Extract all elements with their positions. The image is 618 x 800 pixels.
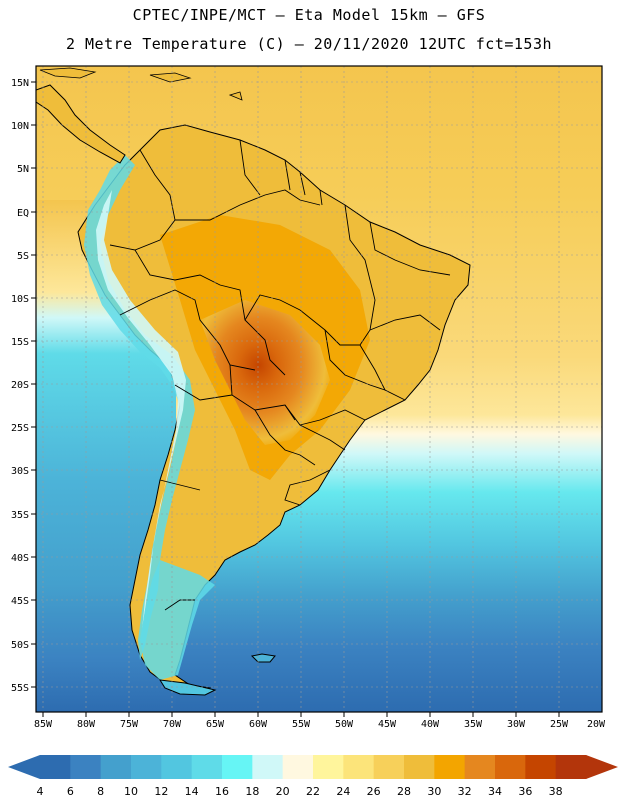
lat-label: 50S [11, 640, 29, 651]
lon-label: 55W [292, 719, 311, 730]
lon-label: 20W [587, 719, 606, 730]
lat-label: 35S [11, 510, 29, 521]
chart-subtitle: 2 Metre Temperature (C) – 20/11/2020 12U… [65, 35, 553, 53]
chart-title: CPTEC/INPE/MCT – Eta Model 15km – GFS [132, 6, 486, 24]
colorbar-cell [40, 755, 71, 779]
lon-label: 70W [163, 719, 182, 730]
colorbar-cell [373, 755, 405, 779]
colorbar-label: 6 [67, 785, 74, 798]
lon-label: 45W [378, 719, 397, 730]
colorbar-label: 24 [336, 785, 350, 798]
lat-label: 40S [11, 553, 29, 564]
colorbar-cell [100, 755, 132, 779]
colorbar-high-arrow [586, 755, 618, 779]
andes-cold-ridge [84, 155, 195, 660]
lon-label: 40W [421, 719, 440, 730]
colorbar-label: 22 [306, 785, 320, 798]
lon-label: 65W [206, 719, 225, 730]
colorbar-label: 14 [185, 785, 199, 798]
colorbar-label: 4 [37, 785, 44, 798]
colorbar-label: 30 [427, 785, 441, 798]
colorbar-cell [222, 755, 253, 779]
lon-labels: 85W 80W 75W 70W 65W 60W 55W 50W 45W 40W … [34, 719, 606, 730]
lat-label: 10S [11, 294, 29, 305]
tierra-del-fuego [159, 679, 217, 696]
colorbar-label: 38 [549, 785, 563, 798]
colorbar-cell [464, 755, 496, 779]
colorbar-cell [404, 755, 435, 779]
hot-core [200, 300, 330, 445]
lat-label: 10N [11, 121, 29, 132]
colorbar-label: 26 [367, 785, 381, 798]
colorbar-cell [434, 755, 466, 779]
colorbar: 4 6 8 10 12 14 16 18 20 22 24 26 28 30 32 34 36 38 [8, 755, 618, 798]
colorbar-cell [495, 755, 526, 779]
colorbar-label: 16 [215, 785, 229, 798]
lon-label: 50W [335, 719, 354, 730]
colorbar-cell [282, 755, 314, 779]
colorbar-cell [131, 755, 162, 779]
colorbar-cell [191, 755, 223, 779]
colorbar-cell [161, 755, 193, 779]
lon-label: 85W [34, 719, 53, 730]
colorbar-label: 10 [124, 785, 138, 798]
lat-labels: 15N 10N 5N EQ 5S 10S 15S 20S 25S 30S 35S… [11, 78, 29, 694]
colorbar-cell [555, 755, 587, 779]
lon-label: 25W [550, 719, 569, 730]
lon-label: 75W [120, 719, 139, 730]
colorbar-label: 20 [276, 785, 290, 798]
colorbar-cell [313, 755, 344, 779]
colorbar-label: 32 [458, 785, 472, 798]
colorbar-cell [525, 755, 557, 779]
lon-label: 35W [464, 719, 483, 730]
map-frame [35, 65, 603, 713]
colorbar-label: 8 [97, 785, 104, 798]
lat-label: EQ [17, 208, 29, 219]
lon-label: 60W [249, 719, 268, 730]
patagonia-cool [140, 560, 215, 680]
colorbar-label: 12 [154, 785, 168, 798]
colorbar-cell [343, 755, 375, 779]
central-america [36, 84, 126, 164]
lat-label: 55S [11, 683, 29, 694]
lat-label: 25S [11, 423, 29, 434]
colorbar-low-arrow [8, 755, 40, 779]
colorbar-label: 28 [397, 785, 411, 798]
caribbean-islands [39, 67, 243, 101]
lat-label: 15S [11, 337, 29, 348]
lat-label: 30S [11, 466, 29, 477]
colorbar-cell [252, 755, 284, 779]
axis-ticks [31, 81, 560, 717]
lat-label: 45S [11, 596, 29, 607]
lat-label: 15N [11, 78, 29, 89]
andes-snow-ridge [96, 190, 186, 630]
country-borders [109, 139, 451, 611]
lon-label: 30W [507, 719, 526, 730]
colorbar-label: 34 [488, 785, 502, 798]
lat-label: 5N [17, 164, 29, 175]
lat-label: 5S [17, 251, 29, 262]
colorbar-label: 18 [245, 785, 259, 798]
lon-label: 80W [77, 719, 96, 730]
graticule [36, 66, 602, 712]
colorbar-label: 36 [518, 785, 532, 798]
lat-label: 20S [11, 380, 29, 391]
colorbar-cell [70, 755, 102, 779]
